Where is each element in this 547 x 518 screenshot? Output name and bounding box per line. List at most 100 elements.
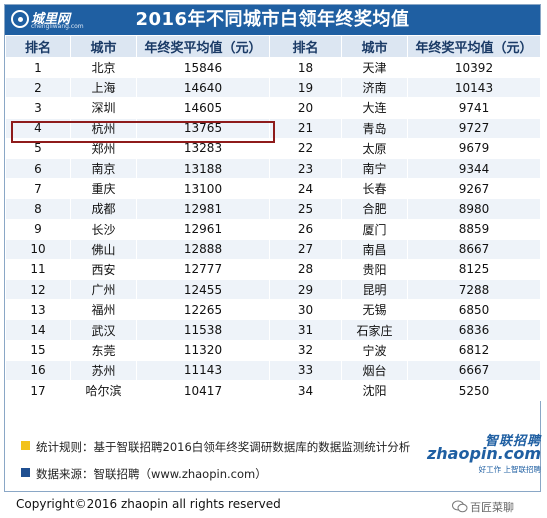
city-cell: 成都 [70, 198, 137, 220]
table-row: 16 苏州 11143 33 烟台 6667 [5, 359, 541, 382]
table-header-row: 排名 城市 年终奖平均值（元） 排名 城市 年终奖平均值（元） [5, 35, 541, 58]
rank-cell: 34 [269, 379, 342, 402]
bonus-cell: 12265 [136, 299, 270, 321]
rank-cell: 25 [269, 198, 342, 220]
table-row: 9 长沙 12961 26 厦门 8859 [5, 218, 541, 240]
brand-name-en: zhaopin.com [426, 444, 541, 463]
rank-cell: 18 [269, 56, 342, 79]
city-cell: 昆明 [341, 279, 408, 301]
rank-cell: 19 [269, 77, 342, 99]
city-cell: 贵阳 [341, 258, 408, 281]
rank-cell: 11 [5, 258, 71, 281]
rank-cell: 24 [269, 178, 342, 200]
rank-cell: 20 [269, 97, 342, 119]
bonus-cell: 11143 [136, 359, 270, 382]
table-row: 8 成都 12981 25 合肥 8980 [5, 198, 541, 220]
table-row: 12 广州 12455 29 昆明 7288 [5, 279, 541, 301]
city-cell: 合肥 [341, 198, 408, 220]
watermark-text: 百匠菜聊 [470, 501, 514, 514]
rank-cell: 7 [5, 178, 71, 200]
rank-cell: 15 [5, 339, 71, 361]
bonus-cell: 9267 [407, 178, 541, 200]
city-cell: 无锡 [341, 299, 408, 321]
city-cell: 上海 [70, 77, 137, 99]
table-row: 1 北京 15846 18 天津 10392 [5, 56, 541, 79]
col-header-city: 城市 [70, 35, 137, 58]
col-header-rank: 排名 [5, 35, 71, 58]
col-header-avg-bonus: 年终奖平均值（元） [136, 35, 270, 58]
col-header-city: 城市 [341, 35, 408, 58]
rank-cell: 17 [5, 379, 71, 402]
city-cell: 佛山 [70, 238, 137, 260]
rank-cell: 22 [269, 137, 342, 159]
footer-rule-text: 统计规则：基于智联招聘2016白领年终奖调研数据库的数据监测统计分析 [36, 440, 411, 454]
footer-source-text: 数据来源：智联招聘（www.zhaopin.com） [36, 467, 267, 481]
city-cell: 太原 [341, 137, 408, 159]
rank-cell: 3 [5, 97, 71, 119]
zhaopin-logo: 智联招聘 zhaopin.com 好工作 上智联招聘 [427, 430, 541, 480]
city-cell: 东莞 [70, 339, 137, 361]
city-cell: 烟台 [341, 359, 408, 382]
copyright-text: Copyright©2016 zhaopin all rights reserv… [16, 497, 281, 511]
bonus-cell: 9727 [407, 117, 541, 139]
col-header-avg-bonus: 年终奖平均值（元） [407, 35, 541, 58]
logo-text: 城里网 [31, 12, 71, 27]
table-row: 3 深圳 14605 20 大连 9741 [5, 97, 541, 119]
bonus-cell: 14605 [136, 97, 270, 119]
rank-cell: 29 [269, 279, 342, 301]
bonus-cell: 14640 [136, 77, 270, 99]
blue-bullet-icon [21, 468, 30, 477]
bonus-cell: 8859 [407, 218, 541, 240]
table-row: 4 杭州 13765 21 青岛 9727 [5, 117, 541, 139]
bonus-cell: 8125 [407, 258, 541, 281]
bonus-cell: 12455 [136, 279, 270, 301]
yellow-bullet-icon [21, 441, 30, 450]
col-header-rank: 排名 [269, 35, 342, 58]
city-cell: 沈阳 [341, 379, 408, 402]
table-row: 17 哈尔滨 10417 34 沈阳 5250 [5, 379, 541, 402]
bonus-cell: 13188 [136, 157, 270, 180]
city-cell: 厦门 [341, 218, 408, 240]
city-cell: 南昌 [341, 238, 408, 260]
logo-subtext: chengliwang.com [31, 23, 84, 30]
rank-cell: 23 [269, 157, 342, 180]
bonus-cell: 6667 [407, 359, 541, 382]
rank-cell: 14 [5, 319, 71, 341]
rank-cell: 26 [269, 218, 342, 240]
logo-icon [11, 10, 29, 28]
rank-cell: 6 [5, 157, 71, 180]
brand-tagline: 好工作 上智联招聘 [478, 465, 541, 474]
rank-cell: 28 [269, 258, 342, 281]
bonus-cell: 9679 [407, 137, 541, 159]
table-row: 2 上海 14640 19 济南 10143 [5, 77, 541, 99]
rank-cell: 16 [5, 359, 71, 382]
city-cell: 杭州 [70, 117, 137, 139]
bonus-cell: 10417 [136, 379, 270, 402]
table-row: 13 福州 12265 30 无锡 6850 [5, 299, 541, 321]
city-cell: 重庆 [70, 178, 137, 200]
bonus-cell: 12888 [136, 238, 270, 260]
city-cell: 长沙 [70, 218, 137, 240]
rank-cell: 32 [269, 339, 342, 361]
city-cell: 哈尔滨 [70, 379, 137, 402]
page-title: 2016年不同城市白领年终奖均值 [135, 9, 410, 30]
bonus-cell: 13100 [136, 178, 270, 200]
bonus-cell: 12981 [136, 198, 270, 220]
rank-cell: 9 [5, 218, 71, 240]
bonus-cell: 7288 [407, 279, 541, 301]
city-cell: 南宁 [341, 157, 408, 180]
rank-cell: 12 [5, 279, 71, 301]
rank-cell: 33 [269, 359, 342, 382]
bonus-cell: 9344 [407, 157, 541, 180]
rank-cell: 4 [5, 117, 71, 139]
bonus-cell: 10143 [407, 77, 541, 99]
table-row: 6 南京 13188 23 南宁 9344 [5, 157, 541, 180]
city-cell: 石家庄 [341, 319, 408, 341]
city-cell: 宁波 [341, 339, 408, 361]
rank-cell: 10 [5, 238, 71, 260]
wechat-icon [452, 500, 468, 513]
city-cell: 深圳 [70, 97, 137, 119]
bonus-cell: 6850 [407, 299, 541, 321]
wechat-watermark: 百匠菜聊 [452, 499, 546, 515]
city-cell: 大连 [341, 97, 408, 119]
